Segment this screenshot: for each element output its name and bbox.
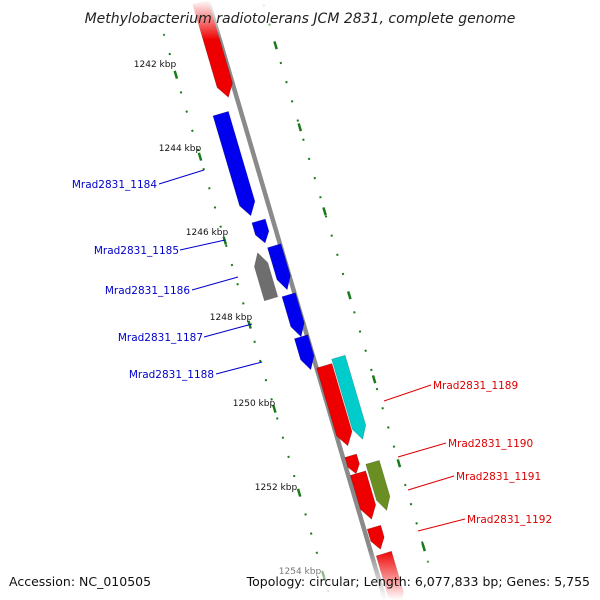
gene-arrow[interactable] [281, 292, 305, 338]
callout-line [397, 442, 447, 458]
scale-tick [197, 152, 203, 161]
bottom-fade [0, 550, 600, 600]
scale-tick [396, 459, 402, 468]
gene-arrow[interactable] [294, 334, 315, 371]
gene-arrow[interactable] [366, 524, 385, 550]
gene-features [192, 0, 404, 600]
genome-summary: Topology: circular; Length: 6,077,833 bp… [246, 574, 590, 589]
callout-line [215, 361, 263, 375]
gene-label[interactable]: Mrad2831_1185 [94, 245, 179, 257]
callout-line [191, 276, 239, 291]
outer-guide [261, 0, 436, 586]
gene-arrow[interactable] [251, 218, 270, 244]
gene-label[interactable]: Mrad2831_1189 [433, 380, 518, 392]
scale-tick [272, 404, 277, 413]
scale-tick [296, 488, 302, 497]
scale-label: 1242 kbp [134, 60, 177, 70]
gene-label[interactable]: Mrad2831_1190 [448, 438, 533, 450]
callout-line [179, 239, 226, 251]
gene-arrow[interactable] [316, 363, 353, 447]
inner-guide [157, 14, 332, 600]
callout-line [158, 169, 205, 185]
scale-tick [173, 70, 179, 79]
callout-line [417, 518, 466, 532]
gene-arrow[interactable] [212, 111, 256, 217]
accession-text: Accession: NC_010505 [9, 574, 151, 589]
callout-line [203, 323, 253, 338]
callout-line [383, 384, 432, 402]
scale-guides [157, 0, 436, 600]
scale-label: 1244 kbp [159, 144, 202, 154]
gene-arrow[interactable] [344, 453, 360, 475]
scale-tick [421, 543, 426, 552]
top-fade [0, 0, 600, 40]
scale-label: 1252 kbp [255, 483, 298, 493]
map-title: Methylobacterium radiotolerans JCM 2831,… [85, 11, 516, 27]
gene-callouts: Mrad2831_1184 Mrad2831_1185 Mrad2831_1186 M… [72, 169, 552, 532]
scale-label: 1248 kbp [210, 313, 253, 323]
gene-label[interactable]: Mrad2831_1192 [467, 514, 552, 526]
scale-tick [273, 41, 278, 50]
gene-label[interactable]: Mrad2831_1186 [105, 285, 190, 297]
gene-arrow[interactable] [365, 460, 391, 511]
scale-tick [371, 375, 377, 384]
gene-arrow[interactable] [267, 243, 291, 291]
gene-arrow[interactable] [254, 252, 279, 302]
gene-label[interactable]: Mrad2831_1191 [456, 471, 541, 483]
gene-label[interactable]: Mrad2831_1184 [72, 179, 157, 191]
scale-tick [297, 123, 303, 132]
scale-label: 1250 kbp [233, 399, 276, 409]
gene-arrow[interactable] [349, 470, 377, 520]
gene-label[interactable]: Mrad2831_1187 [118, 332, 203, 344]
gene-arrow[interactable] [331, 354, 367, 440]
callout-line [407, 475, 455, 491]
scale-tick [346, 291, 352, 300]
scale-tick [322, 207, 327, 216]
scale-label: 1246 kbp [186, 228, 229, 238]
scale-tick [222, 236, 228, 245]
gene-label[interactable]: Mrad2831_1188 [129, 369, 214, 381]
